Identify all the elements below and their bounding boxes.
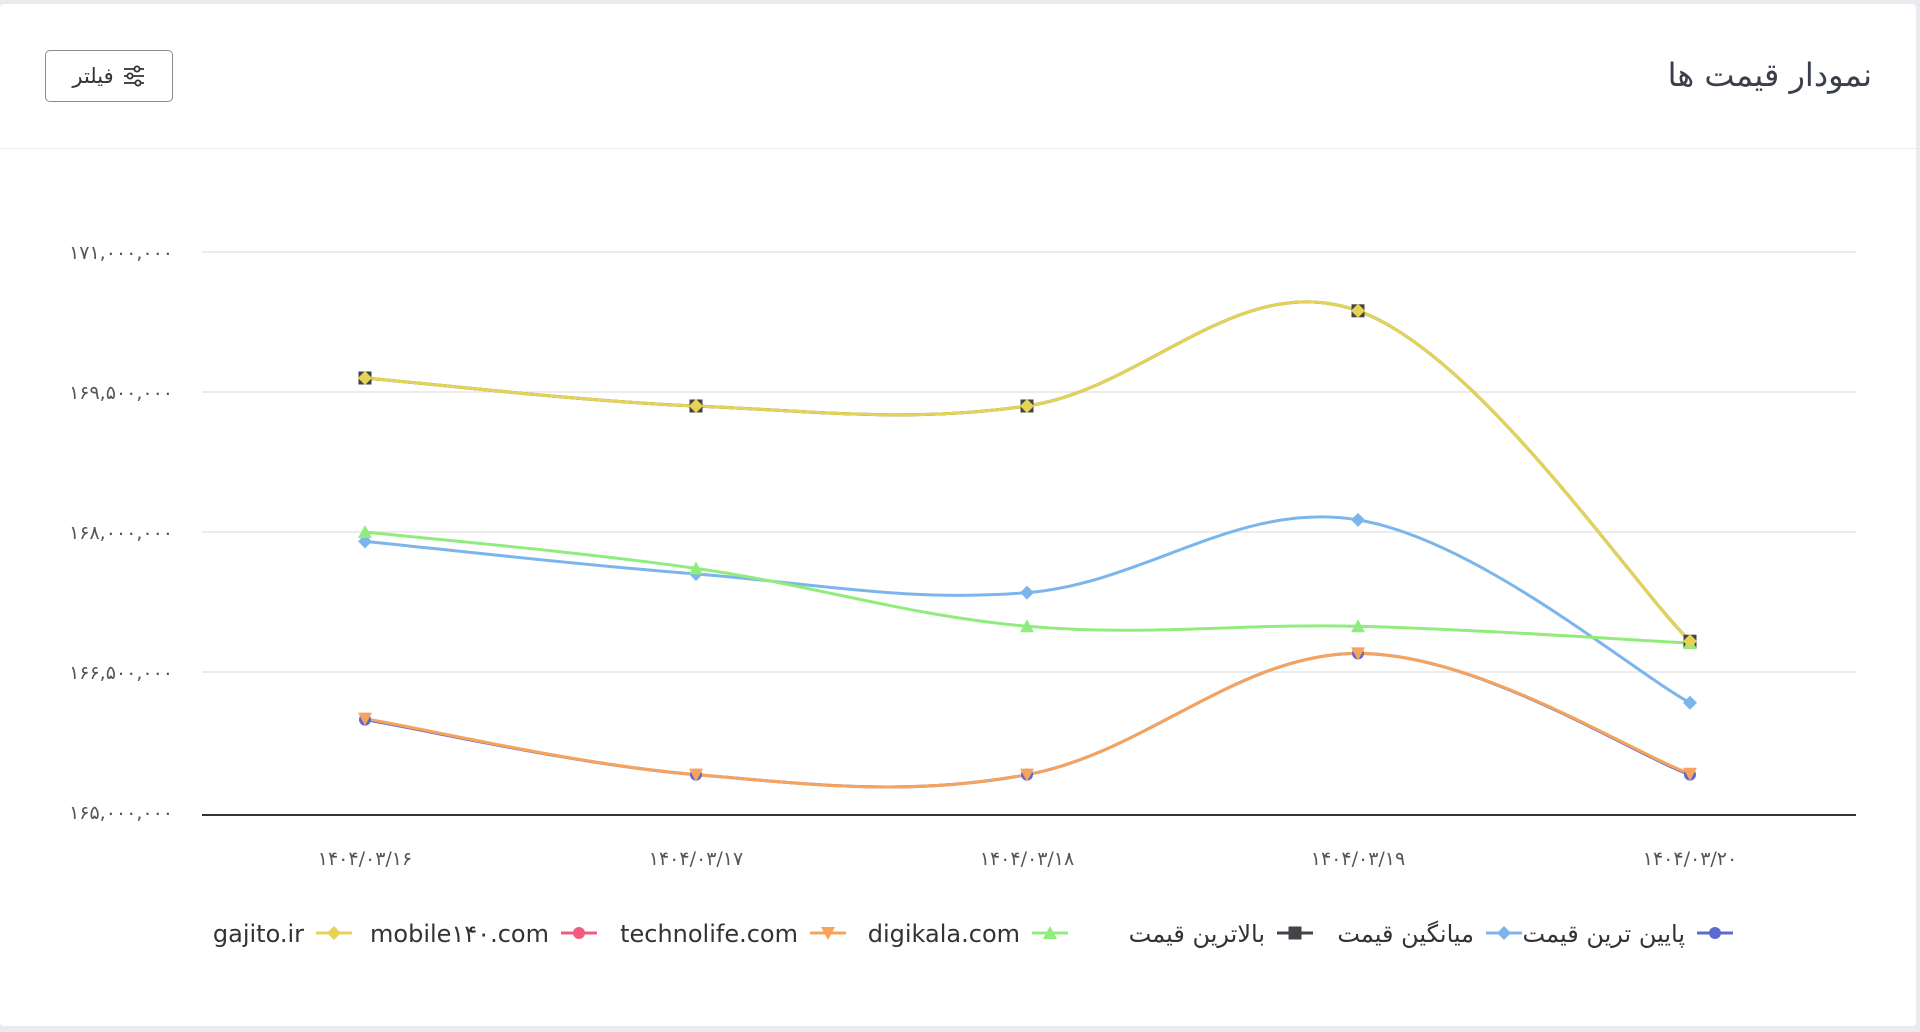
x-tick-label: ۱۴۰۴/۰۳/۱۶ bbox=[318, 848, 412, 870]
data-point bbox=[1020, 399, 1034, 413]
data-point bbox=[1020, 619, 1034, 633]
y-tick-label: ۱۷۱,۰۰۰,۰۰۰ bbox=[69, 242, 173, 264]
series-line bbox=[364, 300, 1692, 643]
legend-symbol bbox=[1709, 927, 1721, 939]
x-tick-label: ۱۴۰۴/۰۳/۱۸ bbox=[980, 848, 1074, 870]
price-chart-card: نمودار قیمت ها فیلتر ۱۶۵,۰۰۰,۰۰۰ ۱۶۶,۵۰۰,… bbox=[0, 4, 1916, 1026]
legend-label: mobile۱۴۰.com bbox=[370, 920, 549, 948]
data-point bbox=[689, 399, 703, 413]
legend-symbol bbox=[573, 927, 585, 939]
data-point bbox=[1683, 634, 1697, 649]
page-title: نمودار قیمت ها bbox=[1667, 56, 1872, 94]
legend-label: gajito.ir bbox=[213, 920, 304, 948]
data-point bbox=[358, 525, 372, 538]
data-point bbox=[1351, 512, 1365, 527]
series-line bbox=[364, 651, 1691, 789]
data-point bbox=[1351, 619, 1365, 633]
legend-symbol bbox=[327, 926, 341, 940]
data-point bbox=[358, 371, 372, 385]
data-point bbox=[1020, 585, 1034, 600]
data-point bbox=[1683, 767, 1697, 781]
y-tick-label: ۱۶۶,۵۰۰,۰۰۰ bbox=[69, 662, 173, 684]
legend-symbol bbox=[821, 927, 835, 940]
legend-label: digikala.com bbox=[868, 920, 1020, 948]
y-tick-label: ۱۶۹,۵۰۰,۰۰۰ bbox=[69, 382, 173, 404]
legend-label: بالاترین قیمت bbox=[1129, 920, 1265, 948]
filter-button-label: فیلتر bbox=[72, 64, 114, 88]
card-header: نمودار قیمت ها فیلتر bbox=[0, 4, 1916, 149]
data-point bbox=[689, 561, 703, 575]
legend-symbol bbox=[1497, 926, 1511, 940]
legend-label: پایین ترین قیمت bbox=[1523, 920, 1685, 948]
data-point bbox=[1351, 303, 1365, 318]
x-tick-label: ۱۴۰۴/۰۳/۲۰ bbox=[1643, 848, 1737, 870]
legend-symbol bbox=[1288, 926, 1302, 940]
price-line-chart: ۱۶۵,۰۰۰,۰۰۰ ۱۶۶,۵۰۰,۰۰۰ ۱۶۸,۰۰۰,۰۰۰ ۱۶۹,۵۰۰… bbox=[69, 242, 1856, 948]
series-line bbox=[364, 515, 1691, 705]
filter-button[interactable]: فیلتر bbox=[45, 50, 173, 102]
sliders-icon bbox=[122, 65, 146, 87]
data-point bbox=[358, 712, 372, 726]
legend-label: میانگین قیمت bbox=[1337, 920, 1474, 948]
y-tick-label: ۱۶۵,۰۰۰,۰۰۰ bbox=[69, 802, 173, 824]
data-point bbox=[689, 768, 703, 782]
legend-symbol bbox=[1043, 926, 1057, 939]
x-tick-label: ۱۴۰۴/۰۳/۱۹ bbox=[1311, 848, 1405, 870]
y-tick-label: ۱۶۸,۰۰۰,۰۰۰ bbox=[69, 522, 173, 544]
series-line bbox=[364, 651, 1691, 789]
legend-label: technolife.com bbox=[620, 920, 798, 948]
data-point bbox=[1351, 647, 1365, 661]
data-point bbox=[1020, 768, 1034, 782]
data-point bbox=[1683, 695, 1697, 710]
x-tick-label: ۱۴۰۴/۰۳/۱۷ bbox=[649, 848, 743, 870]
